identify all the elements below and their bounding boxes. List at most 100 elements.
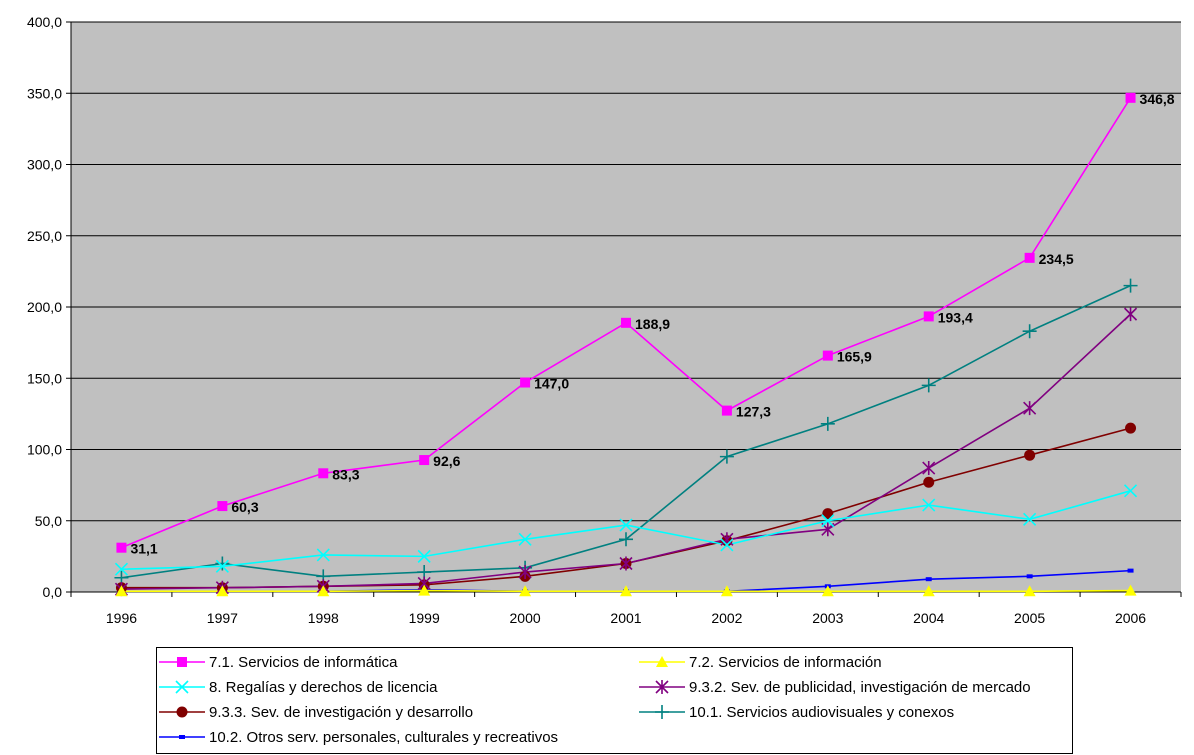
legend-marker (655, 705, 669, 719)
legend-item: 8. Regalías y derechos de licencia (157, 675, 437, 699)
data-point (215, 559, 229, 573)
x-tick-label: 2004 (913, 610, 944, 626)
legend-label: 8. Regalías y derechos de licencia (209, 678, 438, 696)
data-point (922, 585, 935, 597)
data-point (1124, 584, 1137, 596)
legend-label: 7.2. Servicios de información (689, 653, 882, 671)
data-point (619, 532, 633, 547)
legend-swatch (159, 735, 205, 739)
data-point (519, 585, 532, 597)
legend-swatch (159, 680, 205, 694)
series-markers (114, 92, 1138, 597)
legend-marker (656, 656, 668, 667)
y-tick-label: 400,0 (27, 14, 62, 30)
legend-item: 7.2. Servicios de información (637, 650, 882, 674)
legend-swatch (639, 680, 685, 694)
y-tick-label: 0,0 (43, 584, 63, 600)
data-point (418, 584, 431, 596)
y-tick-label: 300,0 (27, 157, 62, 173)
data-point (317, 585, 330, 597)
data-point (1022, 324, 1037, 339)
data-point (923, 311, 934, 322)
x-tick-label: 2005 (1014, 610, 1045, 626)
legend-item: 9.3.3. Sev. de investigación y desarroll… (157, 700, 473, 724)
x-tick-label: 2000 (510, 610, 541, 626)
x-tick-label: 2002 (711, 610, 742, 626)
data-point (1023, 585, 1036, 597)
data-point (1125, 422, 1137, 434)
data-point (115, 585, 128, 597)
y-tick-label: 350,0 (27, 85, 62, 101)
legend-marker (179, 735, 185, 739)
legend-label: 9.3.2. Sev. de publicidad, investigación… (689, 678, 1031, 696)
legend-marker (176, 706, 188, 718)
data-point (620, 585, 632, 597)
data-point (921, 378, 936, 393)
x-tick-label: 2001 (610, 610, 641, 626)
data-label: 60,3 (231, 499, 258, 515)
data-point (116, 542, 127, 553)
data-point (821, 585, 834, 597)
y-tick-label: 200,0 (27, 299, 62, 315)
data-point (417, 549, 431, 563)
legend-swatch (159, 706, 205, 718)
data-label: 147,0 (534, 376, 569, 392)
data-point (1123, 278, 1138, 293)
data-point (1024, 449, 1036, 461)
data-label: 127,3 (736, 404, 771, 420)
data-point (1024, 252, 1035, 263)
data-point (923, 476, 935, 488)
legend-label: 10.2. Otros serv. personales, culturales… (209, 728, 559, 746)
y-axis-tick-labels: 0,0 50,0 100,0 150,0 200,0 250,0 300,0 350,0 400… (27, 14, 62, 600)
data-point (1123, 307, 1138, 322)
y-tick-label: 100,0 (27, 442, 62, 458)
data-point (520, 377, 531, 388)
data-point (621, 317, 631, 328)
data-point (1123, 484, 1138, 498)
y-tick-label: 50,0 (35, 513, 62, 529)
data-point (922, 498, 936, 512)
legend-marker (655, 680, 669, 694)
data-point (820, 416, 835, 431)
data-point (821, 514, 835, 528)
data-point (922, 461, 936, 476)
data-label: 31,1 (130, 541, 157, 557)
data-point (1023, 401, 1037, 416)
line-chart: 0,0 50,0 100,0 150,0 200,0 250,0 300,0 350,0 400… (27, 14, 1182, 626)
data-point (619, 518, 633, 532)
data-point (1023, 512, 1037, 526)
y-tick-label: 150,0 (27, 370, 62, 386)
data-point (925, 577, 932, 582)
data-label: 193,4 (938, 309, 973, 325)
data-point (318, 468, 329, 479)
data-label: 83,3 (332, 466, 359, 482)
data-point (419, 455, 430, 466)
data-label: 165,9 (837, 349, 872, 365)
data-label: 346,8 (1140, 91, 1175, 107)
x-tick-label: 1998 (308, 610, 339, 626)
data-point (822, 508, 834, 520)
x-tick-label: 1999 (409, 610, 440, 626)
x-tick-label: 2003 (812, 610, 843, 626)
legend-swatch (159, 657, 205, 667)
y-tick-label: 250,0 (27, 228, 62, 244)
data-point (316, 548, 330, 562)
x-tick-label: 1996 (106, 610, 137, 626)
x-tick-label: 1997 (207, 610, 238, 626)
legend-label: 9.3.3. Sev. de investigación y desarroll… (209, 703, 474, 721)
data-labels: 31,1 60,3 83,3 92,6 147,0 188,9 127,3 165,9 193,… (130, 91, 1174, 557)
data-point (216, 585, 229, 597)
legend-item: 9.3.2. Sev. de publicidad, investigación… (637, 675, 1031, 699)
legend-swatch (639, 656, 685, 667)
data-point (719, 449, 734, 464)
data-point (518, 532, 532, 546)
legend-label: 7.1. Servicios de informática (209, 653, 398, 671)
data-point (215, 556, 230, 571)
data-label: 234,5 (1039, 251, 1074, 267)
data-point (217, 501, 228, 512)
data-label: 188,9 (635, 316, 670, 332)
data-point (1127, 568, 1134, 573)
x-axis-tick-labels: 1996 1997 1998 1999 2000 2001 2002 2003 2004 2005… (106, 610, 1146, 626)
data-point (1125, 92, 1136, 103)
data-point (720, 585, 733, 597)
